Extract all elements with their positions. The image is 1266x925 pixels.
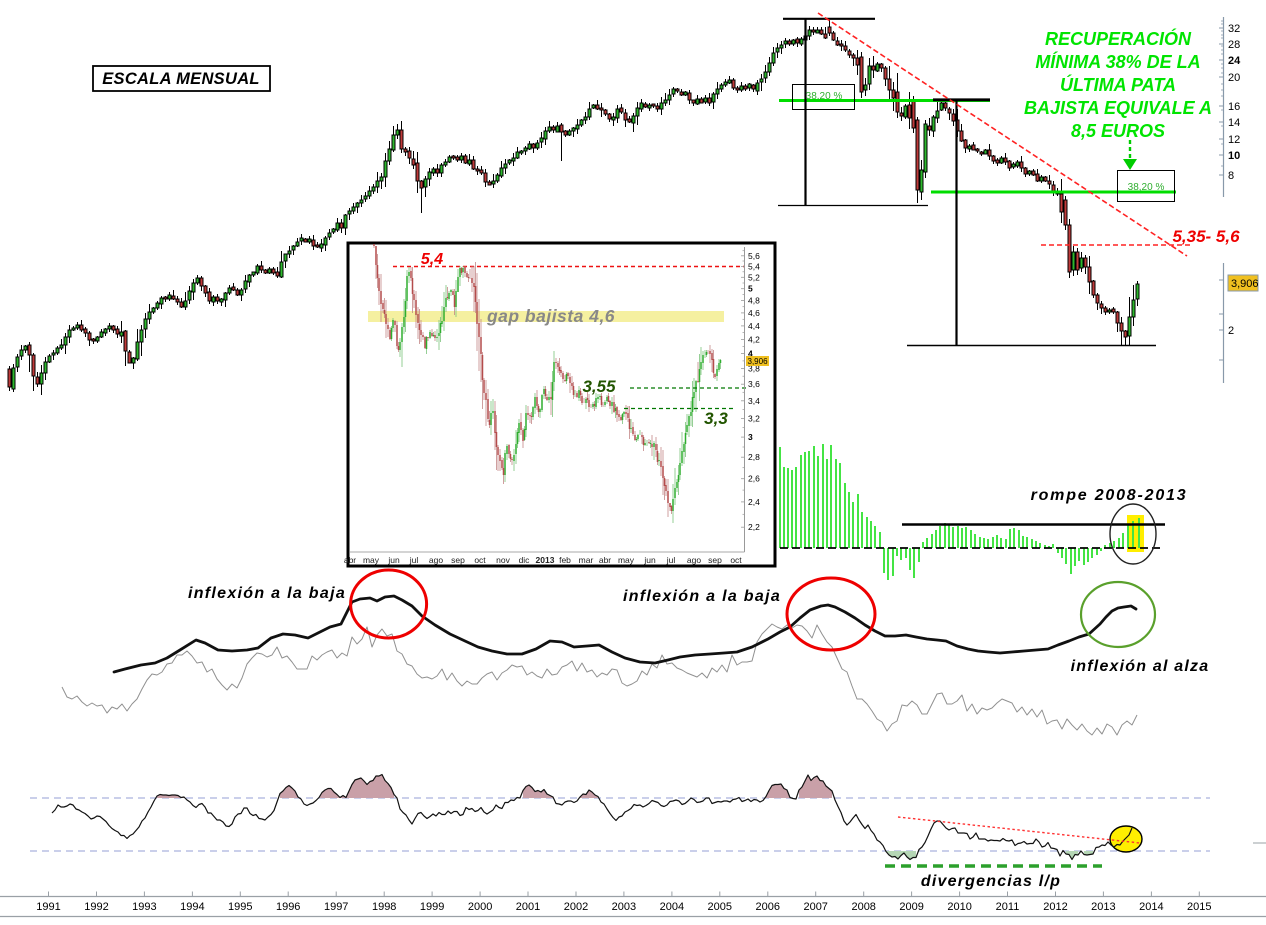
svg-text:3,906: 3,906: [1231, 278, 1259, 290]
svg-text:14: 14: [1228, 117, 1240, 129]
svg-text:4,8: 4,8: [748, 296, 760, 306]
svg-text:jul: jul: [409, 555, 419, 565]
svg-text:mar: mar: [579, 555, 594, 565]
svg-text:3,3: 3,3: [704, 409, 728, 428]
svg-text:2003: 2003: [612, 901, 636, 913]
svg-text:inflexión al alza: inflexión al alza: [1071, 658, 1210, 675]
svg-text:32: 32: [1228, 23, 1240, 35]
svg-text:2,6: 2,6: [748, 474, 760, 484]
svg-text:1994: 1994: [180, 901, 204, 913]
svg-text:dic: dic: [519, 555, 531, 565]
svg-text:2,8: 2,8: [748, 452, 760, 462]
svg-text:5: 5: [748, 284, 753, 294]
svg-text:inflexión a la baja: inflexión a la baja: [623, 588, 781, 605]
svg-text:2,2: 2,2: [748, 522, 760, 532]
svg-text:2010: 2010: [947, 901, 971, 913]
svg-text:oct: oct: [730, 555, 742, 565]
svg-text:feb: feb: [559, 555, 571, 565]
svg-text:3,6: 3,6: [748, 379, 760, 389]
svg-text:2006: 2006: [756, 901, 780, 913]
svg-text:2008: 2008: [851, 901, 875, 913]
svg-text:2013: 2013: [536, 555, 555, 565]
svg-text:12: 12: [1228, 134, 1240, 146]
svg-text:may: may: [618, 555, 635, 565]
svg-text:2001: 2001: [516, 901, 540, 913]
svg-text:4,2: 4,2: [748, 334, 760, 344]
svg-text:divergencias l/p: divergencias l/p: [921, 873, 1061, 890]
svg-text:3,55: 3,55: [582, 377, 616, 396]
svg-text:1991: 1991: [36, 901, 60, 913]
svg-text:gap bajista 4,6: gap bajista 4,6: [486, 306, 615, 326]
svg-text:oct: oct: [474, 555, 486, 565]
svg-text:jun: jun: [643, 555, 656, 565]
svg-text:ago: ago: [429, 555, 443, 565]
svg-text:5,4: 5,4: [748, 261, 760, 271]
svg-text:3,906: 3,906: [748, 357, 769, 366]
svg-text:4: 4: [748, 349, 753, 359]
svg-text:1996: 1996: [276, 901, 300, 913]
svg-text:sep: sep: [451, 555, 465, 565]
svg-text:3,8: 3,8: [748, 363, 760, 373]
svg-text:ago: ago: [687, 555, 701, 565]
svg-text:1997: 1997: [324, 901, 348, 913]
svg-text:3,2: 3,2: [748, 413, 760, 423]
svg-text:rompe 2008-2013: rompe 2008-2013: [1031, 487, 1188, 504]
svg-text:16: 16: [1228, 101, 1240, 113]
svg-text:nov: nov: [496, 555, 510, 565]
svg-text:2,4: 2,4: [748, 497, 760, 507]
svg-text:5,4: 5,4: [421, 251, 443, 268]
svg-text:2005: 2005: [708, 901, 732, 913]
svg-text:3: 3: [748, 432, 753, 442]
svg-text:jun: jun: [387, 555, 400, 565]
svg-text:3,4: 3,4: [748, 396, 760, 406]
svg-text:2011: 2011: [996, 901, 1020, 913]
svg-text:2012: 2012: [1043, 901, 1067, 913]
svg-text:2004: 2004: [660, 901, 684, 913]
svg-text:1995: 1995: [228, 901, 252, 913]
svg-text:4,4: 4,4: [748, 321, 760, 331]
svg-text:5,35- 5,6: 5,35- 5,6: [1172, 227, 1240, 246]
svg-text:5,2: 5,2: [748, 272, 760, 282]
svg-text:20: 20: [1228, 72, 1240, 84]
svg-text:abr: abr: [599, 555, 611, 565]
svg-text:1992: 1992: [84, 901, 108, 913]
svg-text:1993: 1993: [132, 901, 156, 913]
svg-text:38,20 %: 38,20 %: [1128, 182, 1165, 193]
svg-text:2015: 2015: [1187, 901, 1211, 913]
svg-text:10: 10: [1228, 150, 1240, 162]
svg-text:RECUPERACIÓN: RECUPERACIÓN: [1045, 28, 1192, 49]
svg-text:ESCALA MENSUAL: ESCALA MENSUAL: [102, 70, 260, 88]
svg-text:2002: 2002: [564, 901, 588, 913]
svg-text:2000: 2000: [468, 901, 492, 913]
svg-text:28: 28: [1228, 39, 1240, 51]
svg-text:sep: sep: [708, 555, 722, 565]
svg-text:jul: jul: [666, 555, 676, 565]
svg-text:8: 8: [1228, 170, 1234, 182]
svg-text:BAJISTA EQUIVALE A: BAJISTA EQUIVALE A: [1024, 98, 1212, 118]
svg-text:2014: 2014: [1139, 901, 1163, 913]
svg-text:1998: 1998: [372, 901, 396, 913]
svg-text:2013: 2013: [1091, 901, 1115, 913]
svg-text:1999: 1999: [420, 901, 444, 913]
svg-text:ÚLTIMA PATA: ÚLTIMA PATA: [1060, 74, 1176, 95]
svg-text:4,6: 4,6: [748, 308, 760, 318]
svg-text:2009: 2009: [899, 901, 923, 913]
svg-text:abr: abr: [344, 555, 356, 565]
svg-text:8,5 EUROS: 8,5 EUROS: [1071, 121, 1165, 141]
svg-text:2007: 2007: [803, 901, 827, 913]
svg-text:may: may: [363, 555, 380, 565]
svg-text:38,20 %: 38,20 %: [806, 91, 843, 102]
svg-text:24: 24: [1228, 55, 1241, 67]
svg-text:5,6: 5,6: [748, 251, 760, 261]
svg-text:MÍNIMA 38% DE LA: MÍNIMA 38% DE LA: [1035, 51, 1200, 72]
svg-text:2: 2: [1228, 325, 1234, 337]
svg-text:inflexión a la baja: inflexión a la baja: [188, 585, 346, 602]
